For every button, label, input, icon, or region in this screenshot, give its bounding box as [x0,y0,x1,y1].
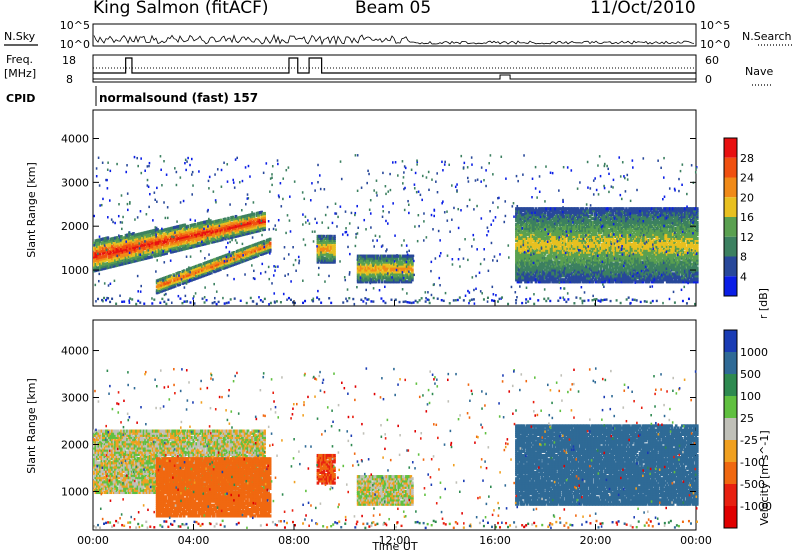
scatter-cell [411,268,414,271]
power-ylabel: Slant Range [km] [25,162,38,258]
scatter-cell [263,212,266,215]
freq-unit: [MHz] [4,67,36,80]
cpid-text: normalsound (fast) 157 [99,91,258,105]
nave-tick-bottom: 0 [705,73,712,86]
freq-label: Freq. [6,53,33,66]
cpid-label: CPID [6,92,35,105]
scatter-cell [227,217,230,220]
nsky-tick-bottom: 10^0 [60,38,90,51]
nsearch-tick-bottom: 10^0 [700,38,730,51]
nave-trace [93,75,696,79]
nsky-tick-top: 10^5 [60,19,90,32]
nsky-label: N.Sky [4,30,36,43]
freq-tick-top: 18 [62,54,76,67]
nave-label: Nave [745,65,773,78]
scatter-cell [269,238,272,241]
nsearch-label: N.Search [742,30,792,43]
nsearch-tick-top: 10^5 [700,19,730,32]
status-strip: N.Sky 10^5 10^0 N.Search 10^5 10^0 Freq.… [0,0,800,112]
scatter-cell [253,213,256,216]
scatter-cell [333,235,336,238]
nsky-trace [94,35,694,44]
frequency-trace [93,58,696,73]
freq-tick-bottom: 8 [66,73,73,86]
scatter-cell [107,236,110,239]
scatter-cell [269,242,272,245]
nave-tick-top: 60 [705,54,719,67]
